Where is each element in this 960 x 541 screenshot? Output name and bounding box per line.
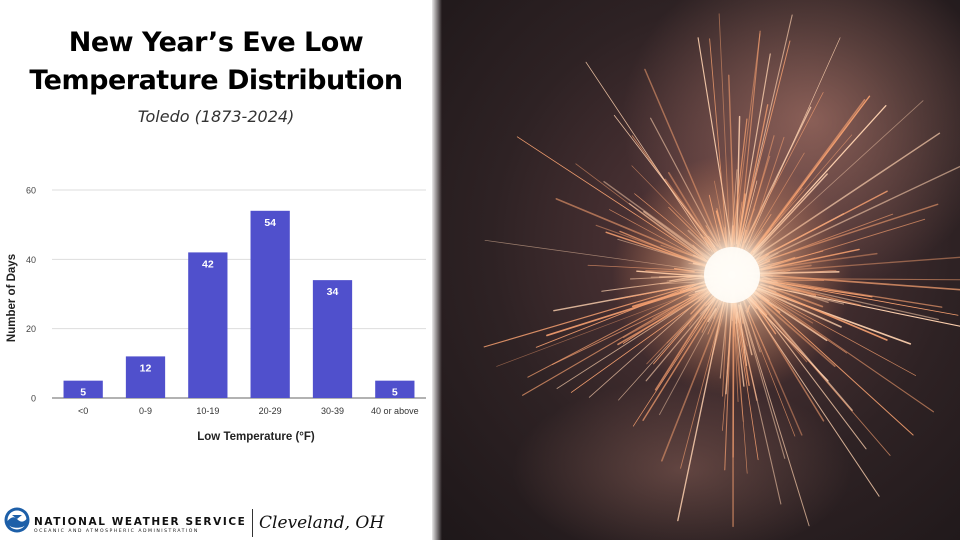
chart-panel: New Year’s Eve Low Temperature Distribut… [0, 0, 432, 540]
chart-title-line-2: Temperature Distribution [0, 62, 432, 100]
x-tick-label: 40 or above [371, 406, 419, 416]
agency-subtitle: OCEANIC AND ATMOSPHERIC ADMINISTRATION [34, 529, 199, 534]
chart-title: New Year’s Eve Low Temperature Distribut… [0, 24, 432, 100]
x-tick-label: <0 [78, 406, 88, 416]
data-label: 34 [327, 286, 339, 298]
footer-divider [252, 509, 253, 537]
y-tick-label: 60 [26, 186, 36, 196]
data-label: 54 [264, 217, 276, 229]
agency-name: NATIONAL WEATHER SERVICE [34, 516, 246, 528]
data-label: 5 [80, 387, 86, 399]
x-tick-label: 30-39 [321, 406, 344, 416]
photo-edge-fade [432, 0, 442, 540]
y-tick-label: 0 [31, 394, 36, 404]
bar [251, 211, 290, 398]
office-name: Cleveland, OH [259, 513, 384, 533]
data-label: 5 [392, 387, 398, 399]
footer: NATIONAL WEATHER SERVICE OCEANIC AND ATM… [0, 505, 432, 541]
chart-subtitle: Toledo (1873-2024) [0, 107, 432, 126]
x-axis-title: Low Temperature (°F) [197, 431, 315, 443]
chart-title-line-1: New Year’s Eve Low [0, 24, 432, 62]
x-tick-label: 0-9 [139, 406, 152, 416]
data-label: 12 [140, 362, 152, 374]
data-label: 42 [202, 258, 214, 270]
noaa-logo-icon [4, 507, 30, 533]
y-tick-label: 20 [26, 324, 36, 334]
x-tick-label: 20-29 [259, 406, 282, 416]
y-tick-label: 40 [26, 255, 36, 265]
bar [188, 252, 227, 398]
y-axis-title: Number of Days [6, 254, 18, 342]
sparkler-photo [432, 0, 960, 540]
x-tick-label: 10-19 [196, 406, 219, 416]
bar-chart: 0 20 40 60 5 <0 12 0-9 42 10-19 54 20-29 34 30-39 5 40 … [0, 175, 432, 455]
